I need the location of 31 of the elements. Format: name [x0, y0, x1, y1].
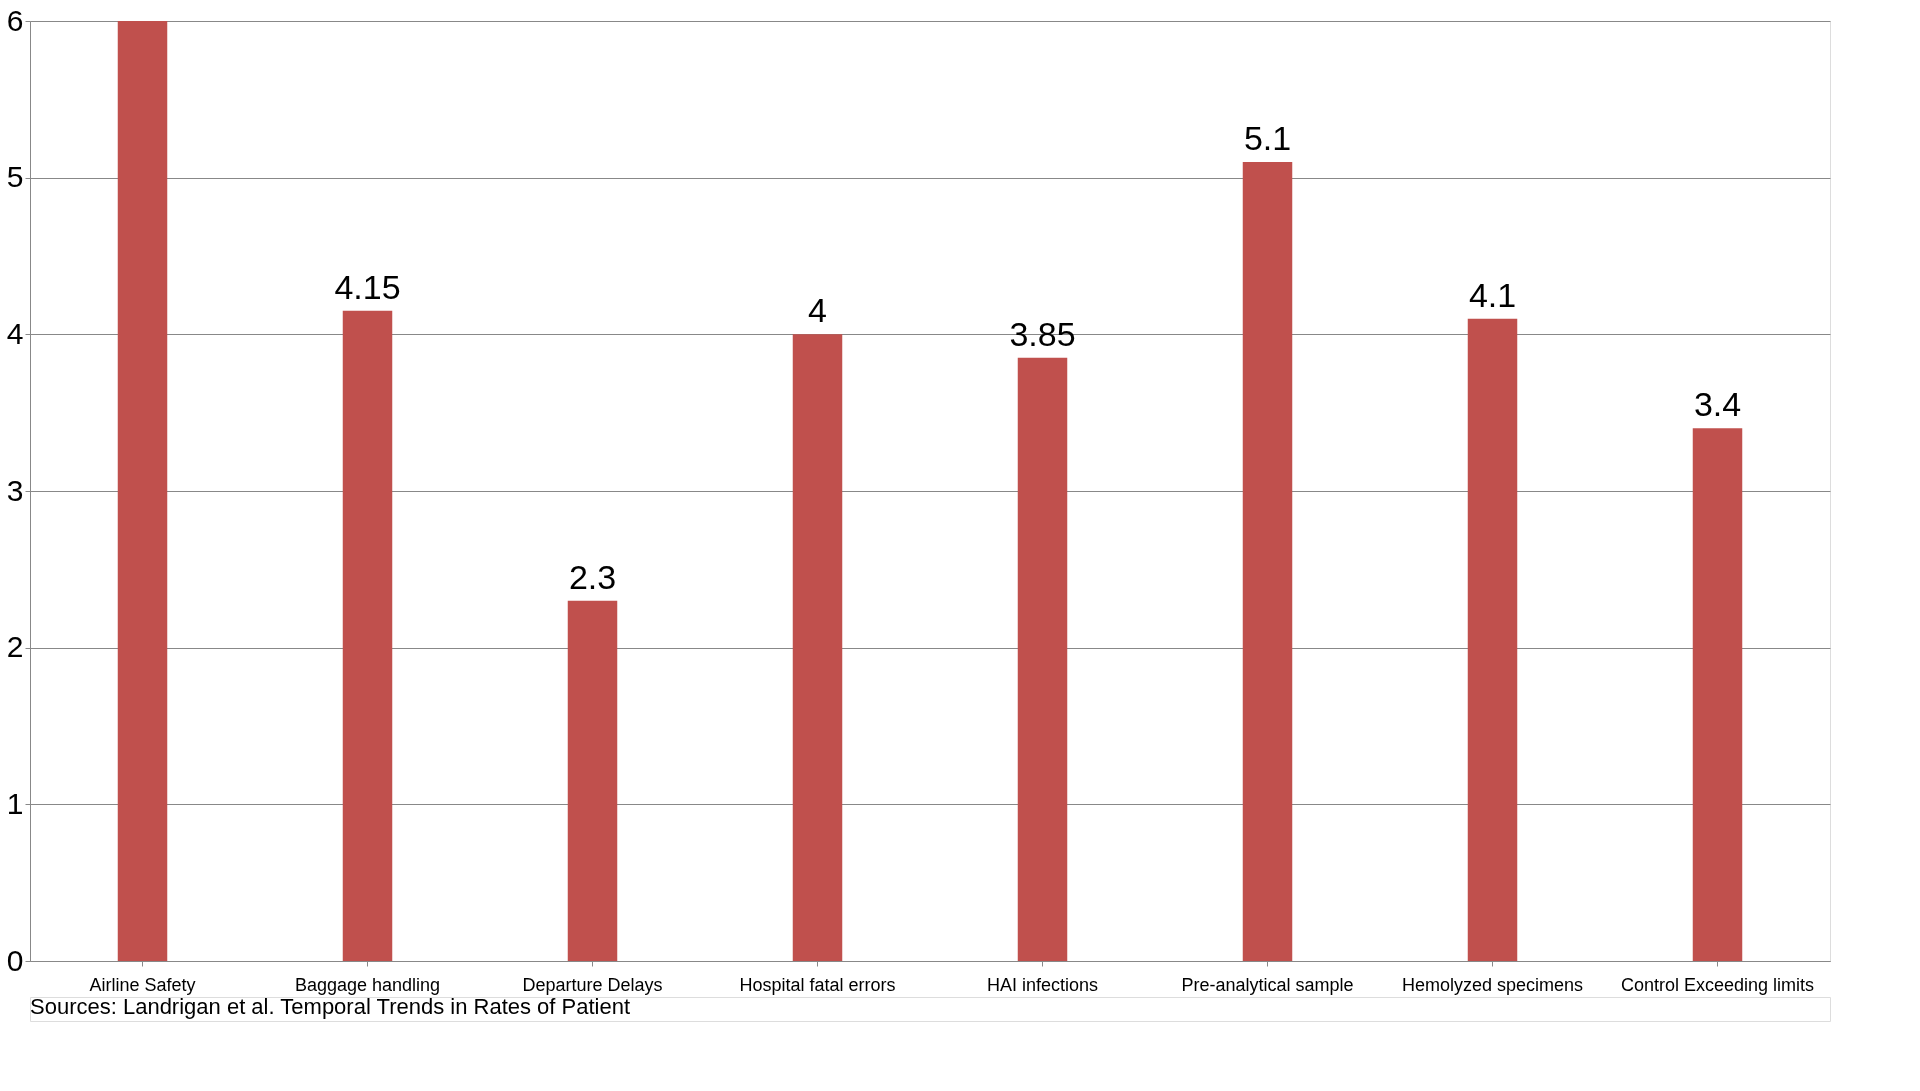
bar [1692, 428, 1743, 961]
y-tick-label: 0 [6, 943, 24, 977]
x-tick-label: Pre-analytical sample [1181, 974, 1354, 995]
y-tick-label: 1 [6, 786, 24, 820]
bar [792, 334, 843, 961]
data-label: 3.4 [1693, 385, 1742, 424]
data-label: 4 [808, 291, 827, 330]
x-tick-label: Baggage handling [294, 974, 441, 995]
bar [1017, 357, 1068, 961]
y-tick-label: 4 [6, 316, 24, 350]
data-label: 2.3 [568, 557, 617, 596]
x-tick-label: Control Exceeding limits [1620, 974, 1815, 995]
x-tick-label: Departure Delays [522, 974, 663, 995]
x-tick-label: Hospital fatal errors [739, 974, 896, 995]
bar [1467, 318, 1518, 961]
data-label: 5.1 [1243, 119, 1292, 157]
bar [1242, 162, 1293, 961]
x-tick-label: HAI infections [986, 974, 1099, 995]
y-tick-label: 2 [6, 630, 24, 664]
bar [567, 600, 618, 961]
y-tick-label: 5 [6, 160, 24, 194]
x-tick-label: Airline Safety [89, 974, 196, 995]
y-tick-label: 6 [6, 3, 24, 37]
data-label: 4.15 [334, 267, 401, 306]
bar [342, 310, 393, 961]
y-tick-label: 3 [6, 473, 24, 507]
x-tick-label: Hemolyzed specimens [1401, 974, 1584, 995]
data-label: 3.85 [1009, 314, 1076, 353]
data-label: 4.1 [1468, 275, 1517, 314]
bar [117, 21, 168, 961]
source-note: Sources: Landrigan et al. Temporal Trends in Rates of Patient [30, 994, 631, 1019]
